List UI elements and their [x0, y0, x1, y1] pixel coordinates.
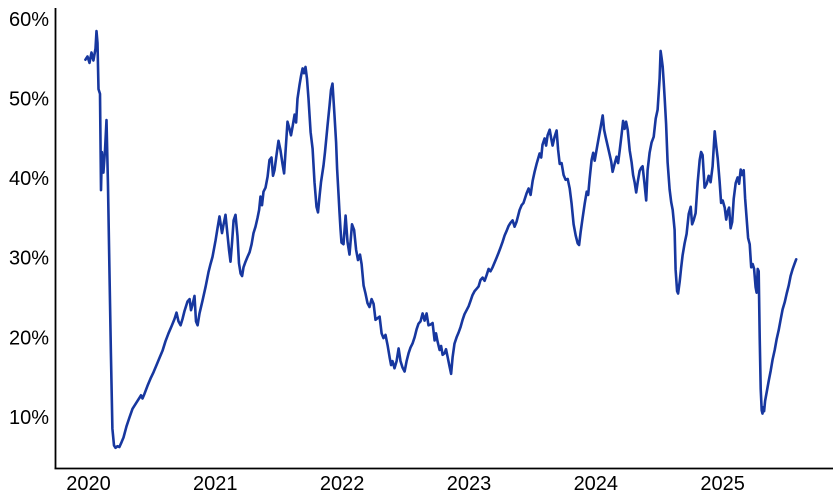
y-tick-label: 50% [9, 89, 49, 111]
x-tick-label: 2020 [66, 473, 111, 495]
x-tick-label: 2024 [574, 473, 619, 495]
x-tick-label: 2023 [447, 473, 492, 495]
x-tick-label: 2025 [700, 473, 745, 495]
y-tick-label: 20% [9, 327, 49, 349]
percent-series-line [84, 29, 798, 450]
y-tick-label: 40% [9, 168, 49, 190]
y-tick-label: 30% [9, 248, 49, 270]
y-tick-label: 10% [9, 407, 49, 429]
y-tick-label: 60% [9, 9, 49, 31]
x-tick-label: 2021 [193, 473, 238, 495]
x-tick-label: 2022 [320, 473, 365, 495]
